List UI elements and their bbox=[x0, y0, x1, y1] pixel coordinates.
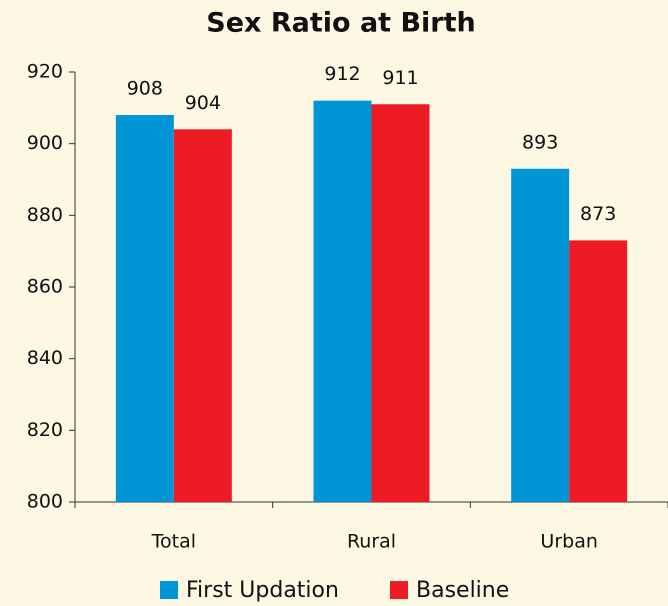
data-label: 893 bbox=[522, 131, 558, 153]
y-tick-label: 920 bbox=[27, 61, 63, 83]
y-tick-label: 900 bbox=[27, 132, 63, 154]
y-tick-label: 840 bbox=[27, 347, 63, 369]
data-label: 912 bbox=[324, 63, 360, 85]
y-tick-label: 800 bbox=[27, 491, 63, 513]
bar bbox=[511, 168, 570, 502]
x-tick-label: Total bbox=[151, 531, 196, 553]
x-tick-label: Urban bbox=[540, 531, 597, 553]
data-label: 911 bbox=[382, 67, 418, 89]
legend-label: Baseline bbox=[416, 578, 509, 603]
data-label: 908 bbox=[127, 78, 163, 100]
bar bbox=[569, 240, 628, 502]
chart-title: Sex Ratio at Birth bbox=[206, 8, 476, 39]
legend-swatch bbox=[390, 581, 408, 599]
y-tick-label: 860 bbox=[27, 276, 63, 298]
legend-swatch bbox=[160, 581, 178, 599]
data-label: 873 bbox=[580, 203, 616, 225]
bar bbox=[173, 129, 232, 503]
legend-label: First Updation bbox=[186, 578, 339, 603]
y-tick-label: 880 bbox=[27, 204, 63, 226]
bar bbox=[115, 115, 174, 502]
y-tick-label: 820 bbox=[27, 419, 63, 441]
bar bbox=[371, 104, 430, 502]
x-tick-label: Rural bbox=[347, 531, 396, 553]
data-label: 904 bbox=[185, 92, 221, 114]
bar bbox=[313, 100, 372, 503]
